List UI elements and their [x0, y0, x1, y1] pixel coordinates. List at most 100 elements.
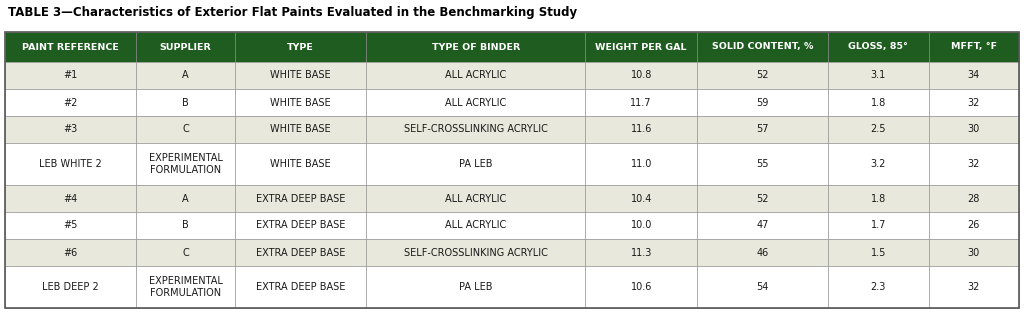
- Bar: [929, 143, 1019, 185]
- Text: MFFT, °F: MFFT, °F: [951, 42, 997, 51]
- Text: ALL ACRYLIC: ALL ACRYLIC: [445, 71, 506, 80]
- Bar: [236, 32, 366, 62]
- Text: 34: 34: [968, 71, 980, 80]
- Bar: [586, 266, 697, 308]
- Bar: [236, 116, 366, 143]
- Bar: [586, 62, 697, 89]
- Bar: [586, 32, 697, 62]
- Text: SELF-CROSSLINKING ACRYLIC: SELF-CROSSLINKING ACRYLIC: [403, 247, 548, 257]
- Bar: [697, 185, 827, 212]
- Text: 2.5: 2.5: [870, 124, 886, 134]
- Bar: [697, 239, 827, 266]
- Bar: [697, 62, 827, 89]
- Text: LEB WHITE 2: LEB WHITE 2: [39, 159, 101, 169]
- Bar: [929, 212, 1019, 239]
- Text: 47: 47: [756, 220, 769, 230]
- Text: 59: 59: [756, 98, 769, 107]
- Bar: [929, 32, 1019, 62]
- Text: EXPERIMENTAL
FORMULATION: EXPERIMENTAL FORMULATION: [148, 153, 222, 175]
- Bar: [236, 89, 366, 116]
- Bar: [236, 239, 366, 266]
- Text: 55: 55: [756, 159, 769, 169]
- Text: PA LEB: PA LEB: [459, 159, 493, 169]
- Text: 46: 46: [757, 247, 769, 257]
- Bar: [827, 89, 929, 116]
- Text: 11.7: 11.7: [631, 98, 652, 107]
- Bar: [697, 266, 827, 308]
- Bar: [697, 32, 827, 62]
- Text: #4: #4: [63, 193, 78, 203]
- Bar: [929, 89, 1019, 116]
- Text: A: A: [182, 193, 188, 203]
- Text: C: C: [182, 124, 188, 134]
- Text: 10.0: 10.0: [631, 220, 652, 230]
- Text: 32: 32: [968, 98, 980, 107]
- Bar: [136, 212, 236, 239]
- Text: TABLE 3—Characteristics of Exterior Flat Paints Evaluated in the Benchmarking St: TABLE 3—Characteristics of Exterior Flat…: [8, 6, 578, 19]
- Text: 54: 54: [756, 282, 769, 292]
- Bar: [827, 32, 929, 62]
- Bar: [5, 212, 136, 239]
- Bar: [236, 212, 366, 239]
- Text: WHITE BASE: WHITE BASE: [270, 124, 331, 134]
- Bar: [697, 212, 827, 239]
- Bar: [586, 239, 697, 266]
- Bar: [136, 32, 236, 62]
- Text: 11.6: 11.6: [631, 124, 652, 134]
- Bar: [5, 62, 136, 89]
- Bar: [5, 143, 136, 185]
- Text: ALL ACRYLIC: ALL ACRYLIC: [445, 98, 506, 107]
- Text: #2: #2: [63, 98, 78, 107]
- Text: WEIGHT PER GAL: WEIGHT PER GAL: [595, 42, 687, 51]
- Bar: [697, 89, 827, 116]
- Bar: [136, 62, 236, 89]
- Text: B: B: [182, 220, 188, 230]
- Bar: [929, 116, 1019, 143]
- Bar: [586, 116, 697, 143]
- Bar: [366, 116, 586, 143]
- Bar: [366, 185, 586, 212]
- Text: SELF-CROSSLINKING ACRYLIC: SELF-CROSSLINKING ACRYLIC: [403, 124, 548, 134]
- Text: EXPERIMENTAL
FORMULATION: EXPERIMENTAL FORMULATION: [148, 276, 222, 298]
- Text: 52: 52: [756, 193, 769, 203]
- Bar: [5, 239, 136, 266]
- Text: 1.5: 1.5: [870, 247, 886, 257]
- Bar: [697, 116, 827, 143]
- Text: 1.7: 1.7: [870, 220, 886, 230]
- Text: #1: #1: [63, 71, 78, 80]
- Text: B: B: [182, 98, 188, 107]
- Text: 1.8: 1.8: [870, 98, 886, 107]
- Text: 11.0: 11.0: [631, 159, 652, 169]
- Text: 30: 30: [968, 124, 980, 134]
- Text: 1.8: 1.8: [870, 193, 886, 203]
- Text: EXTRA DEEP BASE: EXTRA DEEP BASE: [256, 247, 345, 257]
- Bar: [827, 239, 929, 266]
- Text: PAINT REFERENCE: PAINT REFERENCE: [23, 42, 119, 51]
- Text: WHITE BASE: WHITE BASE: [270, 71, 331, 80]
- Text: ALL ACRYLIC: ALL ACRYLIC: [445, 220, 506, 230]
- Text: 3.1: 3.1: [870, 71, 886, 80]
- Bar: [586, 89, 697, 116]
- Bar: [366, 143, 586, 185]
- Bar: [5, 266, 136, 308]
- Bar: [697, 143, 827, 185]
- Bar: [5, 32, 1019, 308]
- Text: 10.6: 10.6: [631, 282, 652, 292]
- Text: PA LEB: PA LEB: [459, 282, 493, 292]
- Text: EXTRA DEEP BASE: EXTRA DEEP BASE: [256, 282, 345, 292]
- Bar: [5, 116, 136, 143]
- Text: 10.8: 10.8: [631, 71, 652, 80]
- Text: TYPE: TYPE: [287, 42, 314, 51]
- Bar: [827, 62, 929, 89]
- Bar: [586, 185, 697, 212]
- Text: 10.4: 10.4: [631, 193, 652, 203]
- Bar: [136, 185, 236, 212]
- Bar: [827, 116, 929, 143]
- Text: ALL ACRYLIC: ALL ACRYLIC: [445, 193, 506, 203]
- Bar: [136, 239, 236, 266]
- Text: #5: #5: [63, 220, 78, 230]
- Text: 3.2: 3.2: [870, 159, 886, 169]
- Bar: [827, 212, 929, 239]
- Bar: [929, 266, 1019, 308]
- Bar: [586, 143, 697, 185]
